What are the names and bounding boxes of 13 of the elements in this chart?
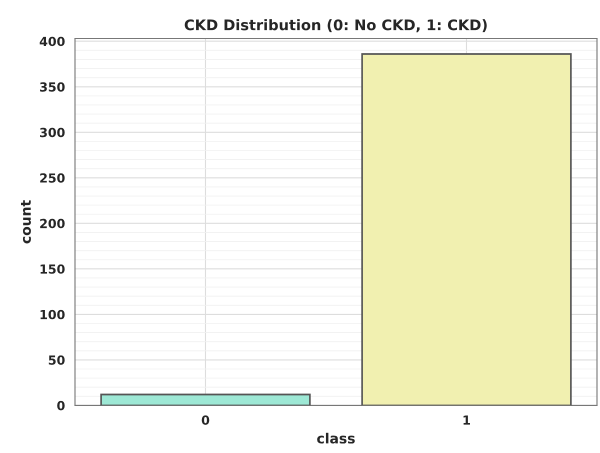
y-axis-title: count bbox=[20, 200, 31, 244]
x-tick-label: 1 bbox=[464, 416, 470, 425]
y-tick-label: 250 bbox=[40, 173, 65, 183]
y-tick-label: 350 bbox=[40, 82, 65, 92]
y-tick-label: 0 bbox=[57, 400, 65, 410]
x-axis-title: class bbox=[317, 432, 355, 444]
chart-title: CKD Distribution (0: No CKD, 1: CKD) bbox=[184, 19, 487, 32]
y-tick-label: 100 bbox=[40, 310, 65, 320]
y-tick-label: 300 bbox=[40, 128, 65, 138]
y-tick-label: 400 bbox=[40, 36, 65, 46]
y-tick-label: 150 bbox=[40, 264, 65, 274]
y-tick-label: 50 bbox=[48, 355, 65, 365]
y-tick-label: 200 bbox=[40, 218, 65, 228]
